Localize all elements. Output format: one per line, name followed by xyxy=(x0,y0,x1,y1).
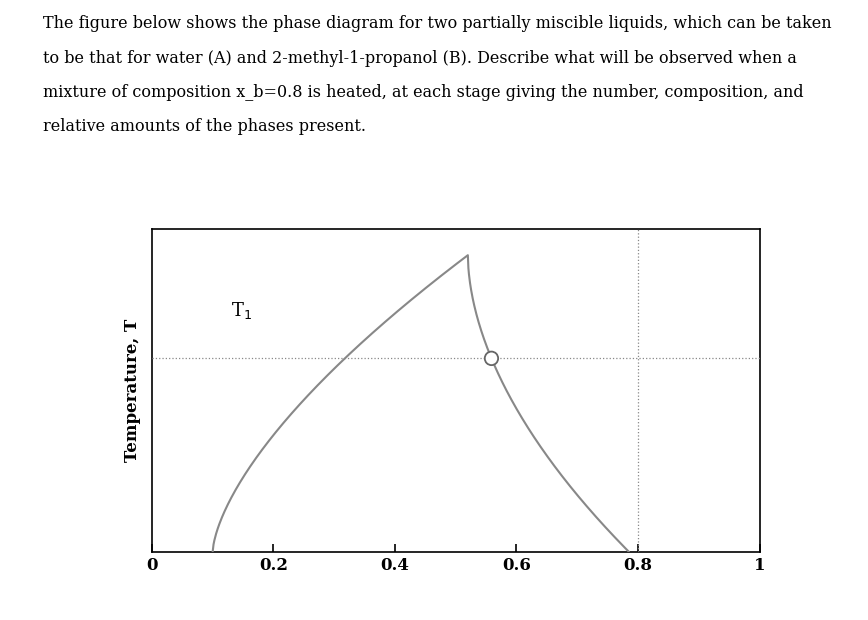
Text: relative amounts of the phases present.: relative amounts of the phases present. xyxy=(43,118,366,135)
Text: T$_1$: T$_1$ xyxy=(231,301,252,321)
Text: mixture of composition x_b=0.8 is heated, at each stage giving the number, compo: mixture of composition x_b=0.8 is heated… xyxy=(43,84,804,100)
Text: The figure below shows the phase diagram for two partially miscible liquids, whi: The figure below shows the phase diagram… xyxy=(43,16,832,32)
Y-axis label: Temperature, T: Temperature, T xyxy=(124,319,141,463)
Text: to be that for water (A) and 2-methyl-1-propanol (B). Describe what will be obse: to be that for water (A) and 2-methyl-1-… xyxy=(43,50,798,66)
Ellipse shape xyxy=(484,352,498,365)
